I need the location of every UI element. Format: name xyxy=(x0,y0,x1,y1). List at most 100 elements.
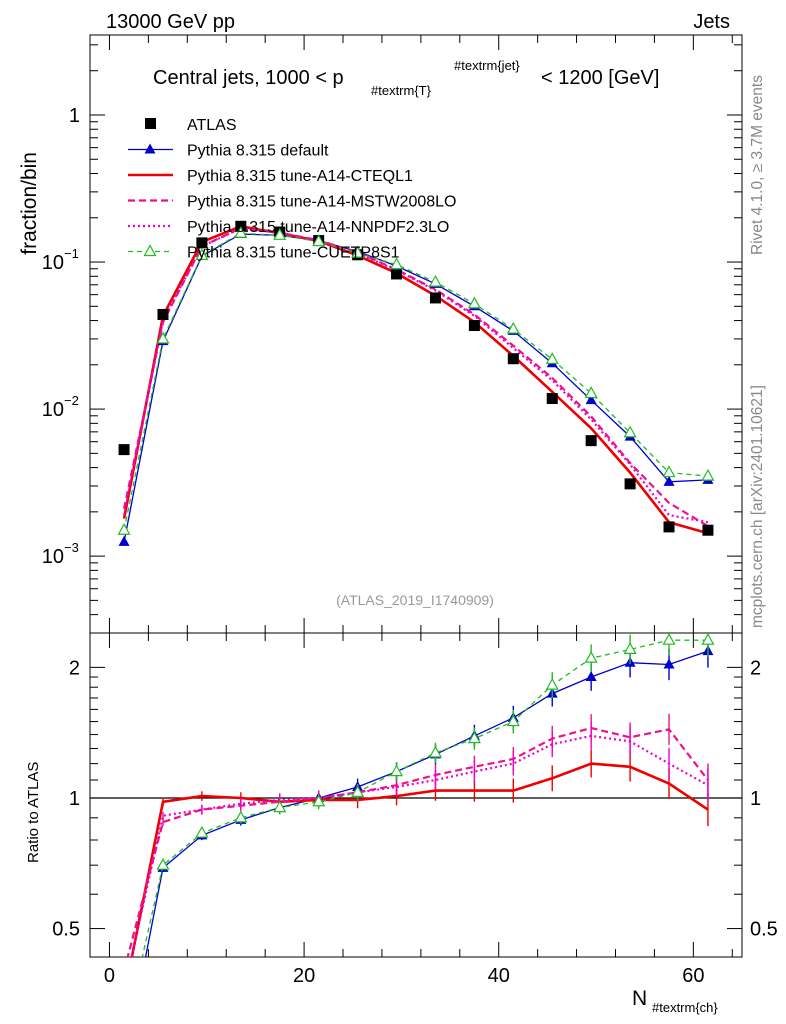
legend-label-cteql1: Pythia 8.315 tune-A14-CTEQL1 xyxy=(187,168,413,185)
ratio-point-cuetp8s1 xyxy=(701,633,715,645)
cuetp8s1-point xyxy=(351,245,365,258)
y-tick-label: 10 xyxy=(42,399,64,421)
ratio-point-default xyxy=(585,671,597,682)
ratio-point-cuetp8s1 xyxy=(195,825,209,838)
ratio-y-axis: 0.5 0.5 1 1 2 2 xyxy=(52,657,778,940)
ratio-panel: 0.5 0.5 1 1 2 2 0 20 40 60 N #textrm{ch} xyxy=(52,632,778,1015)
cuetp8s1-point xyxy=(701,468,715,481)
title-sup: #textrm{jet} xyxy=(454,58,520,73)
cuetp8s1-point xyxy=(428,274,442,287)
ratio-point-cuetp8s1 xyxy=(467,731,481,744)
rivet-label: Rivet 4.1.0, ≥ 3.7M events xyxy=(749,75,766,255)
ratio-line-default xyxy=(144,650,709,957)
series-line-cuetp8s1 xyxy=(123,232,708,531)
ratio-line-cuetp8s1 xyxy=(141,639,708,957)
atlas-point xyxy=(429,292,441,304)
ratio-point-cuetp8s1 xyxy=(623,642,637,654)
ratio-point-cuetp8s1 xyxy=(234,810,248,823)
cuetp8s1-point xyxy=(195,248,209,260)
default-point xyxy=(663,475,675,486)
ratio-line-mstw xyxy=(126,726,709,957)
atlas-point xyxy=(702,524,714,536)
series-line-mstw xyxy=(123,227,709,528)
title-tail: < 1200 [GeV] xyxy=(541,67,659,89)
ratio-frame xyxy=(89,632,743,958)
ratio-y-tick-label-right: 1 xyxy=(750,788,761,810)
cuetp8s1-point xyxy=(156,331,170,344)
y-tick-exponent: −3 xyxy=(64,540,79,555)
atlas-point xyxy=(624,478,636,490)
title-sub: #textrm{T} xyxy=(371,83,432,98)
ratio-y-tick-label-right: 0.5 xyxy=(750,919,778,941)
cuetp8s1-point xyxy=(623,425,637,438)
y-tick-label: 10 xyxy=(42,252,64,274)
atlas-point xyxy=(663,521,675,533)
x-tick-label: 60 xyxy=(682,965,704,987)
series-line-nnpdf xyxy=(123,227,709,524)
ratio-ylabel: Ratio to ATLAS xyxy=(25,762,42,863)
atlas-point xyxy=(507,353,519,365)
ratio-point-default xyxy=(663,658,675,669)
legend: ATLAS Pythia 8.315 default Pythia 8.315 tu… xyxy=(128,117,456,262)
ratio-point-cuetp8s1 xyxy=(156,857,170,870)
atlas-point xyxy=(585,435,597,447)
cuetp8s1-point xyxy=(545,352,559,364)
legend-marker-cuetp8s1 xyxy=(143,244,157,257)
cuetp8s1-point xyxy=(273,228,287,240)
legend-label-atlas: ATLAS xyxy=(187,117,237,134)
y-tick-exponent: −2 xyxy=(64,393,79,408)
default-point xyxy=(118,535,130,546)
main-title: Central jets, 1000 < p #textrm{T} #textr… xyxy=(153,58,659,98)
legend-label-cuetp8s1: Pythia 8.315 tune-CUETP8S1 xyxy=(187,245,400,262)
ratio-x-axis: 0 20 40 60 xyxy=(104,633,733,987)
ratio-point-cuetp8s1 xyxy=(506,714,520,727)
atlas-point xyxy=(391,268,403,280)
mcplots-label: mcplots.cern.ch [arXiv:2401.10621] xyxy=(749,385,766,628)
atlas-point xyxy=(546,393,558,405)
ratio-series xyxy=(90,633,742,957)
cuetp8s1-point xyxy=(584,386,598,398)
y-tick-label: 1 xyxy=(69,105,80,127)
cuetp8s1-point xyxy=(506,321,520,334)
ratio-point-cuetp8s1 xyxy=(584,650,598,663)
legend-marker-atlas xyxy=(145,118,156,129)
cuetp8s1-point xyxy=(467,296,481,309)
main-panel: Central jets, 1000 < p #textrm{T} #textr… xyxy=(42,34,743,634)
header-right: Jets xyxy=(693,11,730,33)
ratio-point-cuetp8s1 xyxy=(662,633,676,645)
main-y-axis: 110−110−210−3 xyxy=(42,44,742,634)
ratio-point-cuetp8s1 xyxy=(428,745,442,758)
atlas-point xyxy=(468,320,480,332)
ratio-line-nnpdf xyxy=(130,734,709,957)
ratio-xlabel: N #textrm{ch} xyxy=(632,987,718,1015)
legend-label-mstw: Pythia 8.315 tune-A14-MSTW2008LO xyxy=(187,194,456,211)
y-tick-label: 10 xyxy=(42,546,64,568)
cuetp8s1-point xyxy=(662,465,676,478)
series-line-cteql1 xyxy=(122,224,709,535)
ratio-y-tick-label: 1 xyxy=(69,788,80,810)
title-main: Central jets, 1000 < p xyxy=(153,67,344,89)
legend-label-default: Pythia 8.315 default xyxy=(187,143,329,160)
ratio-point-cuetp8s1 xyxy=(545,677,559,690)
x-tick-label: 40 xyxy=(488,965,510,987)
cuetp8s1-point xyxy=(390,257,404,270)
main-ylabel: fraction/bin xyxy=(18,152,41,255)
x-tick-label: 0 xyxy=(104,965,115,987)
main-x-axis xyxy=(108,35,733,633)
xlabel-main: N xyxy=(632,987,647,1010)
ratio-y-tick-label-right: 2 xyxy=(750,657,761,679)
ratio-point-cuetp8s1 xyxy=(351,785,365,797)
ratio-point-cuetp8s1 xyxy=(312,794,326,807)
x-tick-label: 20 xyxy=(293,965,315,987)
atlas-point xyxy=(118,444,130,456)
xlabel-sub: #textrm{ch} xyxy=(652,1000,718,1015)
main-series xyxy=(117,220,715,546)
legend-marker-default xyxy=(144,143,156,154)
cuetp8s1-point xyxy=(117,522,131,535)
header-left: 13000 GeV pp xyxy=(106,11,235,33)
ratio-point-cuetp8s1 xyxy=(273,800,287,813)
ratio-y-tick-label: 0.5 xyxy=(52,919,80,941)
legend-label-nnpdf: Pythia 8.315 tune-A14-NNPDF2.3LO xyxy=(187,219,449,236)
default-point xyxy=(585,394,597,405)
